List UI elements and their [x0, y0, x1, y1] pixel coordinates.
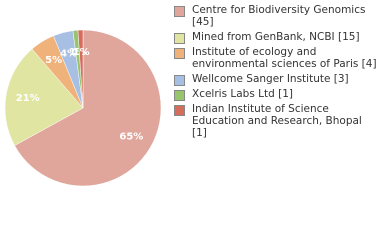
legend-item: Institute of ecology and environmental s…	[172, 46, 377, 70]
slice-label: 1%	[69, 47, 86, 58]
legend-label: Mined from GenBank, NCBI [15]	[192, 31, 360, 43]
slice-label: 65%	[119, 132, 143, 143]
legend-label: Wellcome Sanger Institute [3]	[192, 73, 349, 85]
legend-label: Centre for Biodiversity Genomics [45]	[192, 4, 366, 28]
legend-swatch	[174, 48, 185, 59]
legend-item: Xcelris Labs Ltd [1]	[172, 88, 377, 101]
legend-item: Wellcome Sanger Institute [3]	[172, 73, 377, 86]
slice-label: 5%	[45, 55, 62, 66]
legend-label: Institute of ecology and environmental s…	[192, 46, 377, 70]
legend-swatch	[174, 90, 185, 101]
pie-slice	[77, 29, 84, 109]
legend-label: Indian Institute of Science Education an…	[192, 103, 362, 139]
legend-swatch	[174, 105, 185, 116]
legend-label: Xcelris Labs Ltd [1]	[192, 88, 293, 100]
legend-item: Indian Institute of Science Education an…	[172, 103, 377, 139]
slice-label: 21%	[16, 93, 40, 104]
chart: 65% 21% 5%4%1%1%	[4, 29, 162, 187]
legend-item: Centre for Biodiversity Genomics [45]	[172, 4, 377, 28]
pie-slice	[14, 29, 162, 187]
legend-swatch	[174, 33, 185, 44]
pie-slice	[4, 48, 84, 146]
slice-label: 4%	[60, 49, 77, 60]
slice-label: 1%	[73, 47, 90, 58]
legend-swatch	[174, 6, 185, 17]
legend-swatch	[174, 75, 185, 86]
legend-item: Mined from GenBank, NCBI [15]	[172, 31, 377, 44]
legend: Centre for Biodiversity Genomics [45] Min…	[172, 4, 377, 142]
